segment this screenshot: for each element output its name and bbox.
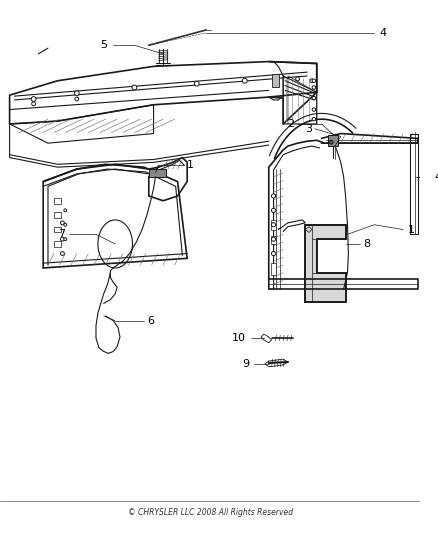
Circle shape	[272, 237, 276, 241]
Text: 5: 5	[100, 41, 107, 50]
Text: 9: 9	[243, 359, 250, 369]
Circle shape	[64, 223, 67, 226]
Circle shape	[312, 96, 316, 100]
Circle shape	[310, 79, 314, 83]
Circle shape	[272, 208, 276, 213]
Circle shape	[31, 96, 36, 101]
Circle shape	[60, 252, 64, 255]
Bar	[54, 198, 61, 204]
Circle shape	[194, 81, 199, 86]
Circle shape	[242, 78, 247, 83]
Text: 6: 6	[147, 316, 154, 326]
Bar	[149, 169, 166, 177]
Text: 4: 4	[435, 172, 438, 182]
Bar	[271, 263, 276, 274]
Circle shape	[312, 117, 316, 121]
Text: 10: 10	[232, 333, 246, 343]
Bar	[54, 241, 61, 247]
Text: 1: 1	[408, 224, 415, 235]
Text: © CHRYSLER LLC 2008 All Rights Reserved: © CHRYSLER LLC 2008 All Rights Reserved	[127, 508, 293, 517]
Circle shape	[74, 91, 79, 95]
Circle shape	[272, 194, 276, 198]
Text: 7: 7	[58, 229, 65, 239]
Circle shape	[75, 97, 79, 101]
Circle shape	[272, 252, 276, 256]
Circle shape	[312, 108, 316, 111]
Circle shape	[312, 79, 316, 83]
Circle shape	[312, 86, 316, 89]
Polygon shape	[305, 225, 346, 302]
Text: 4: 4	[379, 28, 386, 38]
Circle shape	[132, 85, 137, 90]
Text: 3: 3	[305, 124, 312, 134]
Bar	[328, 134, 338, 146]
Text: 8: 8	[363, 239, 370, 249]
Text: 1: 1	[187, 160, 194, 170]
Bar	[54, 227, 61, 232]
Bar	[272, 74, 279, 87]
Circle shape	[64, 209, 67, 212]
Bar	[54, 212, 61, 218]
Circle shape	[32, 102, 35, 106]
Text: 2: 2	[288, 119, 295, 129]
Circle shape	[329, 140, 333, 144]
Circle shape	[296, 77, 300, 81]
Circle shape	[60, 237, 64, 241]
Circle shape	[272, 223, 276, 227]
Bar	[271, 236, 276, 244]
Circle shape	[60, 221, 64, 225]
Circle shape	[64, 238, 67, 240]
Bar	[271, 220, 276, 230]
